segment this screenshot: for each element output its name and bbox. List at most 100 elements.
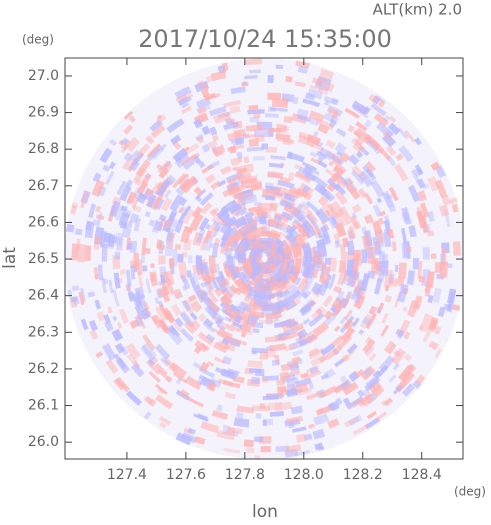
radar-echo xyxy=(235,318,241,321)
radar-echo xyxy=(217,407,222,409)
radar-echo xyxy=(75,244,76,260)
radar-echo xyxy=(220,220,223,224)
radar-echo xyxy=(198,83,204,85)
radar-echo xyxy=(270,346,286,348)
radar-echo xyxy=(73,205,75,213)
radar-echo xyxy=(280,179,290,182)
radar-echo xyxy=(146,398,152,403)
radar-echo xyxy=(254,203,261,204)
radar-echo xyxy=(196,439,205,442)
y-tick-label: 26.5 xyxy=(28,251,59,267)
radar-echo xyxy=(430,212,432,222)
radar-echo xyxy=(265,185,274,186)
radar-echo xyxy=(228,135,242,138)
radar-echo xyxy=(156,298,158,304)
radar-echo xyxy=(404,243,405,259)
radar-echo xyxy=(430,231,431,236)
radar-echo xyxy=(223,280,227,286)
radar-echo xyxy=(314,269,316,277)
radar-echo xyxy=(148,138,152,142)
radar-echo xyxy=(371,271,372,278)
radar-echo xyxy=(145,302,148,310)
x-tick-label: 128.0 xyxy=(284,467,324,483)
radar-echo xyxy=(272,103,288,105)
radar-echo xyxy=(438,262,439,273)
radar-echo xyxy=(287,392,297,394)
radar-echo xyxy=(212,74,226,78)
radar-echo xyxy=(207,225,209,229)
radar-echo xyxy=(136,207,138,212)
radar-echo xyxy=(200,163,204,166)
radar-echo xyxy=(74,297,75,302)
radar-echo xyxy=(355,206,358,212)
radar-echo xyxy=(228,147,237,150)
radar-echo xyxy=(206,267,208,275)
radar-echo xyxy=(313,433,323,436)
radar-echo xyxy=(365,369,371,374)
radar-echo xyxy=(175,144,179,147)
radar-echo xyxy=(266,149,277,150)
radar-echo xyxy=(223,66,228,67)
radar-echo xyxy=(286,79,292,80)
y-tick-label: 27.0 xyxy=(28,68,59,84)
radar-echo xyxy=(295,83,305,85)
radar-echo xyxy=(110,236,111,248)
radar-echo xyxy=(240,210,247,213)
radar-echo xyxy=(95,219,96,225)
radar-echo xyxy=(350,157,357,163)
y-tick-label: 26.0 xyxy=(28,434,59,450)
radar-echo xyxy=(268,174,283,176)
radar-echo xyxy=(250,301,256,303)
radar-echo xyxy=(244,77,257,78)
radar-echo xyxy=(248,363,263,364)
radar-echo xyxy=(170,233,173,249)
radar-echo xyxy=(276,304,284,307)
radar-echo xyxy=(319,410,324,412)
radar-echo xyxy=(378,199,380,203)
radar-echo xyxy=(327,142,334,146)
radar-echo xyxy=(92,321,96,330)
radar-echo xyxy=(167,220,170,227)
radar-echo xyxy=(204,292,206,296)
y-tick-label: 26.4 xyxy=(28,288,59,304)
radar-echo xyxy=(376,243,377,249)
radar-echo xyxy=(143,238,145,255)
radar-echo xyxy=(238,252,239,260)
radar-echo xyxy=(199,139,203,141)
radar-echo xyxy=(253,158,265,159)
radar-echo xyxy=(293,100,297,101)
radar-echo xyxy=(112,141,115,144)
radar-echo xyxy=(176,290,180,299)
radar-echo xyxy=(162,275,164,283)
radar-echo xyxy=(286,418,302,421)
radar-echo xyxy=(314,133,318,135)
radar-echo xyxy=(342,260,343,273)
radar-echo xyxy=(310,114,323,119)
radar-echo xyxy=(321,261,322,267)
radar-echo xyxy=(329,163,332,165)
radar-echo xyxy=(208,385,215,388)
radar-echo xyxy=(431,178,437,191)
radar-echo xyxy=(382,401,386,404)
radar-echo xyxy=(263,397,279,398)
radar-echo xyxy=(291,199,295,201)
radar-echo xyxy=(250,119,260,120)
radar-echo xyxy=(158,116,162,119)
radar-echo xyxy=(88,221,90,230)
radar-echo xyxy=(276,67,283,68)
radar-echo xyxy=(308,263,312,278)
radar-echo xyxy=(350,241,352,255)
radar-echo xyxy=(111,163,114,168)
radar-echo xyxy=(445,196,448,205)
radar-echo xyxy=(247,111,264,112)
radar-echo xyxy=(425,185,427,189)
x-tick-label: 127.8 xyxy=(225,467,265,483)
radar-echo xyxy=(430,295,432,302)
radar-echo xyxy=(88,245,89,260)
x-tick-label: 128.2 xyxy=(343,467,383,483)
radar-echo xyxy=(319,448,324,450)
radar-echo xyxy=(290,274,295,281)
y-tick-label: 26.8 xyxy=(28,141,59,157)
radar-echo xyxy=(390,203,393,211)
